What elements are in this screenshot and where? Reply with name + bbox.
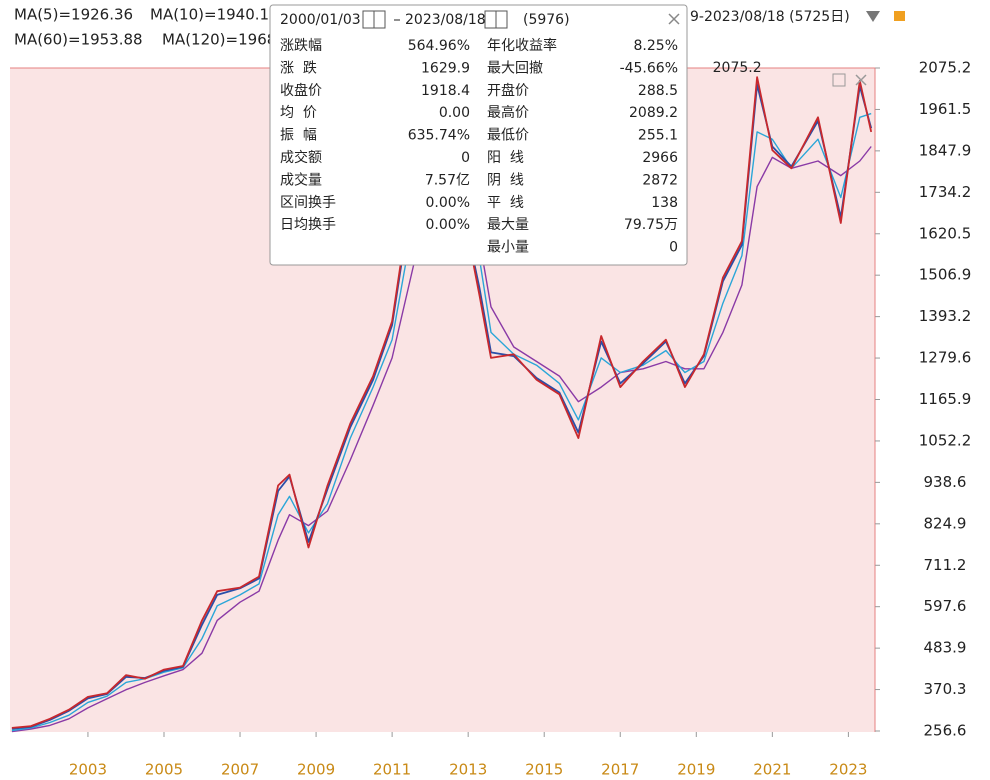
date-step-right[interactable] (495, 10, 508, 29)
info-panel: 2000/01/03 2023/08/18 (5976) 涨跌幅 564.96% 涨… (269, 4, 688, 266)
date-step-right[interactable] (373, 10, 386, 29)
y-tick-label: 824.9 (924, 514, 967, 532)
stat-label: 成交量 (280, 171, 322, 188)
stat-value: 255.1 (638, 128, 678, 144)
stat-label: 成交额 (280, 149, 322, 166)
legend-entry: MA(120)=1968 (162, 31, 276, 49)
stat-value: 1629.9 (421, 60, 470, 76)
stat-value: 0.00 (439, 105, 470, 121)
stat-value: 635.74% (408, 128, 470, 144)
y-tick-label: 370.3 (924, 680, 967, 698)
stat-value: 8.25% (634, 38, 678, 54)
stat-value: 0 (461, 150, 470, 166)
lock-icon[interactable] (894, 11, 905, 21)
stat-value: 2089.2 (629, 105, 678, 121)
stat-value: 288.5 (638, 83, 678, 99)
y-tick-label: 938.6 (924, 473, 967, 491)
stat-label: 最大回撤 (487, 60, 543, 76)
x-tick-label: 2007 (221, 761, 259, 779)
stat-label: 年化收益率 (487, 37, 557, 54)
stat-label: 日均换手 (280, 216, 336, 233)
panel-close[interactable] (668, 13, 680, 25)
y-tick-label: 1052.2 (919, 431, 972, 449)
x-tick-label: 2019 (677, 761, 715, 779)
legend-entry: MA(60)=1953.88 (14, 31, 143, 49)
dropdown-icon[interactable] (866, 11, 880, 22)
x-tick-label: 2003 (69, 761, 107, 779)
stat-label: 最低价 (487, 128, 529, 144)
x-tick-label: 2011 (373, 761, 411, 779)
legend-entry: MA(5)=1926.36 (14, 6, 133, 24)
y-tick-label: 1620.5 (919, 224, 972, 242)
y-tick-label: 256.6 (924, 722, 967, 740)
y-tick-label: 2075.2 (919, 59, 972, 77)
start-date: 2000/01/03 (280, 12, 361, 28)
stat-value: 1918.4 (421, 83, 470, 99)
stat-label: 阴 线 (487, 172, 524, 188)
date-step-left[interactable] (484, 10, 497, 29)
y-tick-label: 1393.2 (919, 307, 972, 325)
x-tick-label: 2005 (145, 761, 183, 779)
stat-value: 138 (651, 195, 678, 211)
y-tick-label: 1847.9 (919, 141, 972, 159)
stat-label: 涨 跌 (280, 60, 317, 76)
y-tick-label: 1961.5 (919, 100, 972, 118)
day-count: (5976) (523, 12, 570, 28)
date-step-left[interactable] (362, 10, 375, 29)
y-tick-label: 483.9 (924, 639, 967, 657)
end-date: 2023/08/18 (405, 12, 486, 28)
stat-label: 平 线 (487, 195, 524, 211)
y-tick-label: 1165.9 (919, 390, 972, 408)
legend: MA(120)=1968 MA(60)=1953.88 MA(10)=1940.14… (14, 6, 279, 49)
y-tick-label: 711.2 (924, 556, 967, 574)
maximize-icon[interactable] (832, 73, 846, 87)
stat-value: 0.00% (426, 195, 470, 211)
panel-box (269, 4, 688, 266)
stat-value: 0 (669, 240, 678, 256)
stat-label: 最大量 (487, 217, 529, 233)
close-icon[interactable] (855, 74, 867, 86)
stat-value: 564.96% (408, 38, 470, 54)
y-tick-label: 597.6 (924, 597, 967, 615)
stat-label: 均 价 (280, 105, 317, 121)
x-tick-label: 2023 (829, 761, 867, 779)
x-tick-label: 2013 (449, 761, 487, 779)
stat-value: 7.57亿 (425, 172, 470, 188)
stat-label: 阳 线 (487, 150, 524, 166)
stat-label: 振 幅 (280, 128, 317, 144)
y-tick-label: 1734.2 (919, 183, 972, 201)
period-label: 9-2023/08/18 (5725日) (690, 9, 850, 25)
stat-value: 2966 (642, 150, 678, 166)
legend-entry: MA(10)=1940.14 (150, 6, 279, 24)
x-tick-label: 2009 (297, 761, 335, 779)
stat-value: 0.00% (426, 217, 470, 233)
stat-label: 收盘价 (280, 82, 322, 99)
stat-value: 2872 (642, 172, 678, 188)
x-tick-label: 2021 (753, 761, 791, 779)
stat-value: -45.66% (620, 60, 678, 76)
y-tick-label: 1506.9 (919, 266, 972, 284)
stat-value: 79.75万 (624, 217, 678, 233)
stat-label: 区间换手 (280, 194, 336, 211)
x-tick-label: 2015 (525, 761, 563, 779)
stat-label: 涨跌幅 (280, 38, 322, 54)
stat-label: 开盘价 (487, 82, 529, 99)
stat-label: 最高价 (487, 104, 529, 121)
annotation: 2075.2 (713, 60, 762, 76)
x-tick-label: 2017 (601, 761, 639, 779)
stat-label: 最小量 (487, 240, 529, 256)
y-tick-label: 1279.6 (919, 349, 972, 367)
